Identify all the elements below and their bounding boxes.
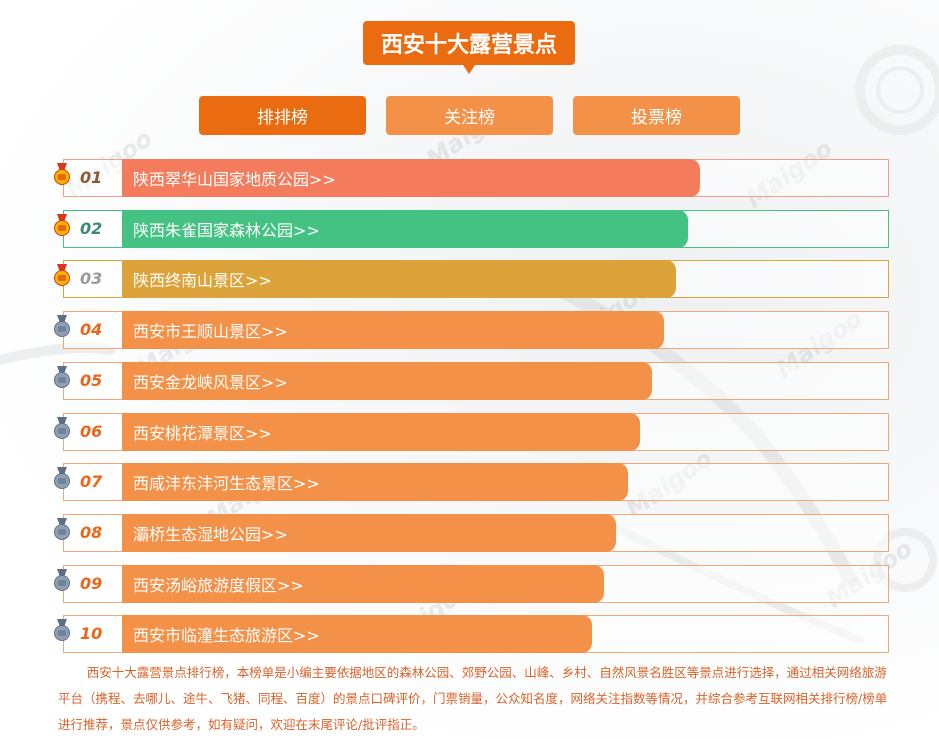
rank-number: 02	[80, 218, 103, 238]
ranking-bar-link[interactable]: 西咸沣东沣河生态景区>>	[122, 463, 628, 502]
silver-medal-icon	[54, 467, 70, 490]
ranking-row[interactable]: 05 西安金龙峡风景区>>	[0, 361, 939, 400]
ranking-bar-link[interactable]: 西安汤峪旅游度假区>>	[122, 564, 604, 603]
silver-medal-icon	[54, 517, 70, 540]
ranking-bar-link[interactable]: 西安市临潼生态旅游区>>	[122, 615, 592, 654]
rank-number: 10	[80, 624, 103, 644]
ranking-row[interactable]: 06 西安桃花潭景区>>	[0, 412, 939, 451]
ranking-row[interactable]: 02 陕西朱雀国家森林公园>>	[0, 209, 939, 248]
silver-medal-icon	[54, 365, 70, 388]
rank-number: 09	[80, 573, 103, 593]
ranking-row[interactable]: 09 西安汤峪旅游度假区>>	[0, 564, 939, 603]
silver-medal-icon	[54, 315, 70, 338]
rank-number: 04	[80, 320, 103, 340]
gold-medal-icon	[54, 213, 70, 236]
ranking-description: 西安十大露营景点排行榜，本榜单是小编主要依据地区的森林公园、郊野公园、山峰、乡村…	[58, 665, 888, 732]
page-title: 西安十大露营景点	[363, 21, 575, 65]
tab-attention[interactable]: 关注榜	[386, 96, 553, 135]
ranking-row[interactable]: 10 西安市临潼生态旅游区>>	[0, 615, 939, 654]
rank-number: 03	[80, 269, 103, 289]
silver-medal-icon	[54, 416, 70, 439]
ranking-bar-link[interactable]: 灞桥生态湿地公园>>	[122, 513, 616, 552]
rank-number: 05	[80, 370, 103, 390]
ranking-row[interactable]: 04 西安市王顺山景区>>	[0, 311, 939, 350]
ranking-bar-link[interactable]: 西安桃花潭景区>>	[122, 412, 640, 451]
ranking-row[interactable]: 03 陕西终南山景区>>	[0, 260, 939, 299]
ranking-row[interactable]: 08 灞桥生态湿地公园>>	[0, 513, 939, 552]
gold-medal-icon	[54, 264, 70, 287]
tab-ranking[interactable]: 排排榜	[199, 96, 366, 135]
rank-number: 01	[80, 168, 103, 187]
ranking-row[interactable]: 01 陕西翠华山国家地质公园>>	[0, 159, 939, 197]
ranking-bar-link[interactable]: 陕西朱雀国家森林公园>>	[122, 209, 688, 248]
rank-number: 07	[80, 472, 103, 492]
ranking-bar-link[interactable]: 陕西终南山景区>>	[122, 260, 676, 299]
rank-number: 06	[80, 421, 103, 441]
title-pointer	[463, 65, 475, 74]
tab-vote[interactable]: 投票榜	[573, 96, 740, 135]
silver-medal-icon	[54, 568, 70, 591]
gold-medal-icon	[54, 163, 70, 185]
silver-medal-icon	[54, 619, 70, 642]
ranking-bar-link[interactable]: 西安市王顺山景区>>	[122, 311, 664, 350]
rank-number: 08	[80, 522, 103, 542]
ranking-row[interactable]: 07 西咸沣东沣河生态景区>>	[0, 463, 939, 502]
ranking-bar-link[interactable]: 西安金龙峡风景区>>	[122, 361, 652, 400]
ranking-bar-link[interactable]: 陕西翠华山国家地质公园>>	[122, 159, 700, 197]
